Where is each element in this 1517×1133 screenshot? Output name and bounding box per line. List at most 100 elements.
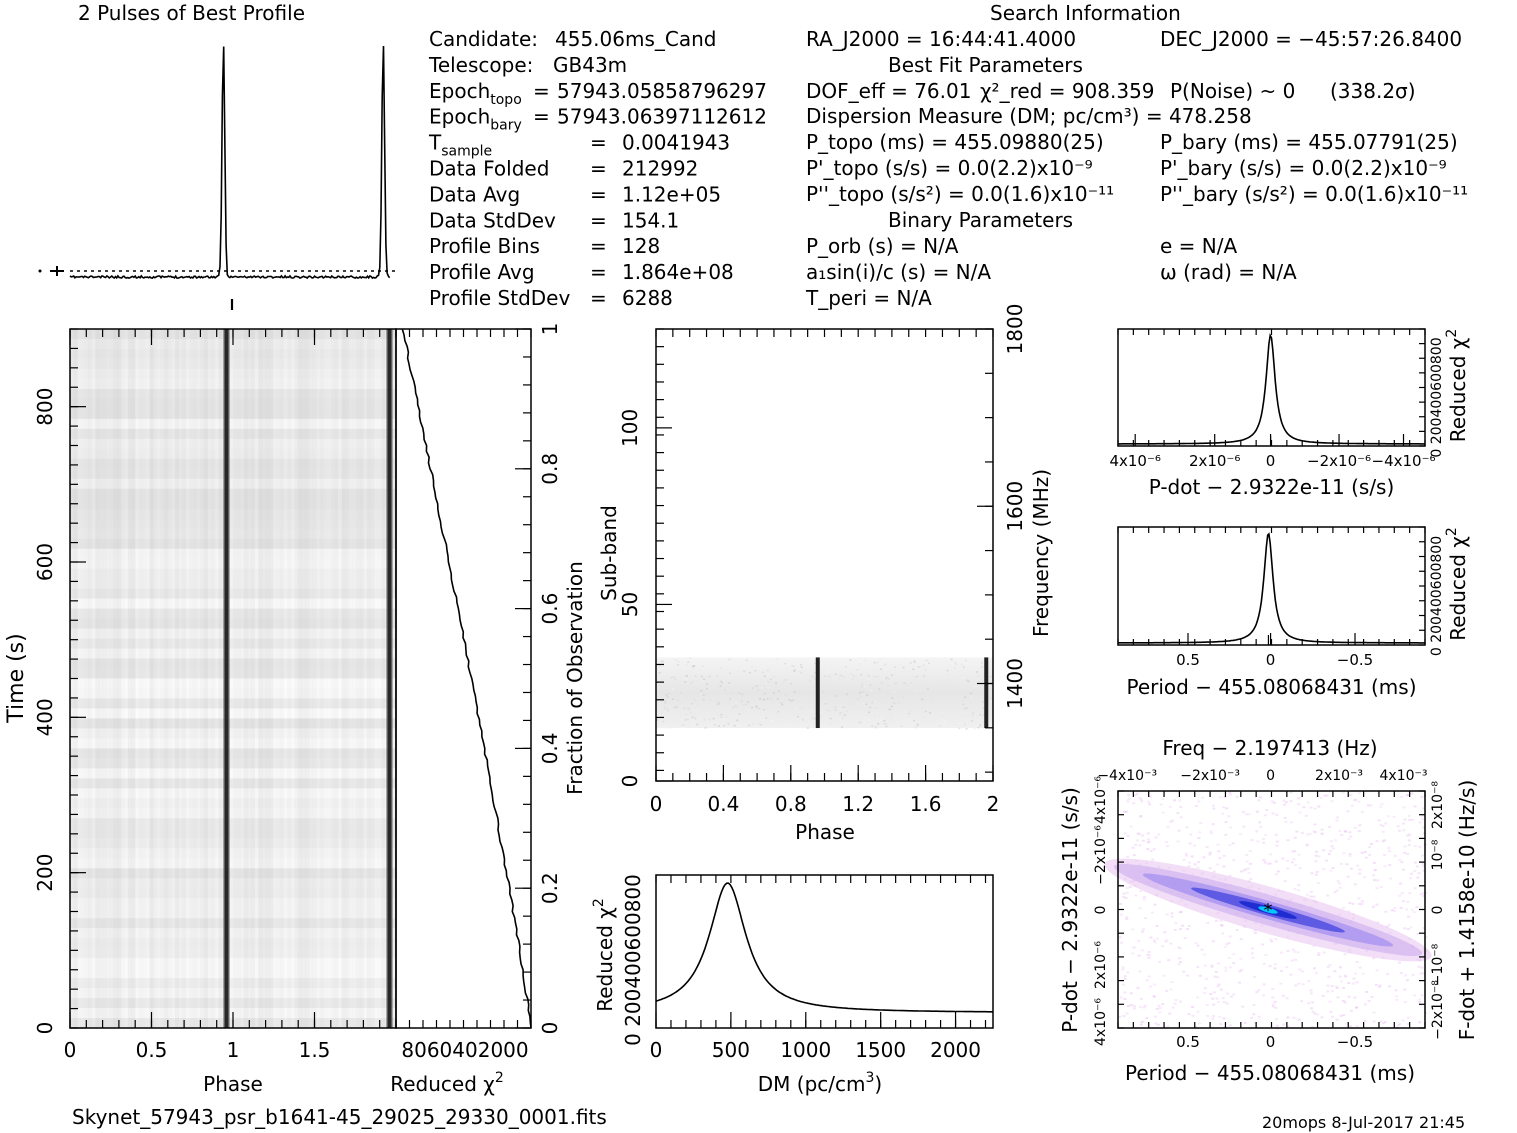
map-haze [1283, 880, 1287, 883]
map-haze [1388, 864, 1392, 867]
subband-noise [780, 702, 783, 704]
info-row-value: 0.0041943 [622, 131, 730, 155]
map-haze [1210, 964, 1214, 967]
subband-noise [924, 710, 927, 713]
map-haze [1314, 850, 1318, 853]
map-haze [1146, 832, 1150, 835]
map-haze [1407, 844, 1411, 847]
subband-noise [958, 727, 961, 730]
subband-noise [693, 665, 696, 667]
map-haze [1420, 966, 1424, 969]
info-row-value: 1.864e+08 [622, 260, 734, 284]
map-haze [1190, 855, 1194, 858]
map-haze [1422, 869, 1426, 872]
subband-noise [751, 722, 754, 725]
subband-noise [972, 712, 975, 714]
subband-noise [696, 687, 699, 689]
map-haze [1422, 892, 1426, 895]
timephase-row [70, 818, 396, 829]
map-haze [1392, 816, 1396, 819]
map-haze [1132, 946, 1136, 949]
subband-x-tick: 0.4 [707, 792, 739, 816]
pdot-x-label: P-dot − 2.9322e-11 (s/s) [1149, 475, 1395, 499]
map-haze [1242, 869, 1246, 872]
map-haze [1297, 1018, 1301, 1021]
map-haze [1197, 837, 1201, 840]
map-haze [1319, 797, 1323, 800]
subband-noise [859, 721, 862, 724]
map-haze [1179, 1000, 1183, 1003]
subband-noise [864, 686, 867, 689]
dm-x-label: DM (pc/cm3) [758, 1070, 882, 1096]
timephase-row [70, 348, 396, 360]
map-haze [1255, 810, 1259, 813]
map-haze [1261, 837, 1265, 840]
map-haze [1283, 803, 1287, 806]
map-haze [1129, 992, 1133, 995]
pdot-chi2-plot: 4x10⁻⁶ 2x10⁻⁶ 0 −2x10⁻⁶ −4x10⁻⁶0 20040060080… [1109, 328, 1470, 499]
map-haze [1410, 872, 1414, 875]
subband-noise [697, 725, 700, 727]
map-haze [1179, 806, 1183, 809]
subband-noise [753, 720, 756, 723]
map-haze [1379, 805, 1383, 808]
pdot-x-tick: −2x10⁻⁶ [1307, 452, 1371, 470]
subband-noise [892, 663, 895, 665]
map-haze [1368, 853, 1372, 856]
subband-noise [824, 703, 827, 705]
map-haze [1421, 818, 1425, 821]
map-haze [1340, 980, 1344, 983]
map-haze [1155, 937, 1159, 940]
map-haze [1335, 819, 1339, 822]
subband-noise [798, 671, 801, 673]
subband-noise [717, 701, 720, 704]
timephase-col [182, 329, 187, 1028]
timephase-row [70, 838, 396, 849]
subband-noise [750, 706, 753, 709]
subband-noise [765, 717, 768, 719]
map-y-tick: 0 [1093, 906, 1109, 915]
map-haze [1421, 863, 1425, 866]
timephase-row [70, 438, 396, 450]
map-haze [1179, 910, 1183, 913]
map-haze [1222, 1001, 1226, 1004]
subband-noise [821, 690, 824, 693]
map-haze [1310, 872, 1314, 875]
pddtopo-text: P''_topo (s/s²) = 0.0(1.6)x10⁻¹¹ [806, 182, 1114, 206]
map-haze [1307, 980, 1311, 983]
map-haze [1148, 803, 1152, 806]
subband-noise [843, 690, 846, 693]
subband-noise [683, 707, 686, 710]
map-haze [1202, 992, 1206, 995]
map-haze [1354, 798, 1358, 801]
subband-noise [734, 705, 737, 708]
map-y2-tick: 2x10⁻⁸ [1430, 781, 1446, 829]
map-haze [1411, 973, 1415, 976]
map-haze [1156, 1023, 1160, 1026]
map-haze [1291, 850, 1295, 853]
map-y2-tick: 10⁻⁸ [1430, 839, 1446, 870]
map-haze [1358, 966, 1362, 969]
map-haze [1409, 926, 1413, 929]
map-haze [1413, 869, 1417, 872]
info-row-value: 212992 [622, 157, 698, 181]
subband-noise [910, 710, 913, 713]
subband-noise [841, 726, 844, 728]
subband-noise [888, 708, 891, 711]
subband-noise [916, 723, 919, 726]
map-haze [1290, 959, 1294, 962]
map-haze [1212, 807, 1216, 810]
subband-noise [659, 665, 662, 667]
map-haze [1167, 959, 1171, 962]
subband-noise [716, 675, 719, 678]
subband-noise [834, 709, 837, 711]
map-haze [1417, 872, 1421, 875]
map-haze [1339, 862, 1343, 865]
subband-noise [755, 706, 758, 708]
subband-y-tick: 50 [618, 592, 642, 617]
search-title: Search Information [990, 1, 1181, 25]
map-haze [1169, 988, 1173, 991]
map-haze [1406, 794, 1410, 797]
map-haze [1154, 1022, 1158, 1025]
